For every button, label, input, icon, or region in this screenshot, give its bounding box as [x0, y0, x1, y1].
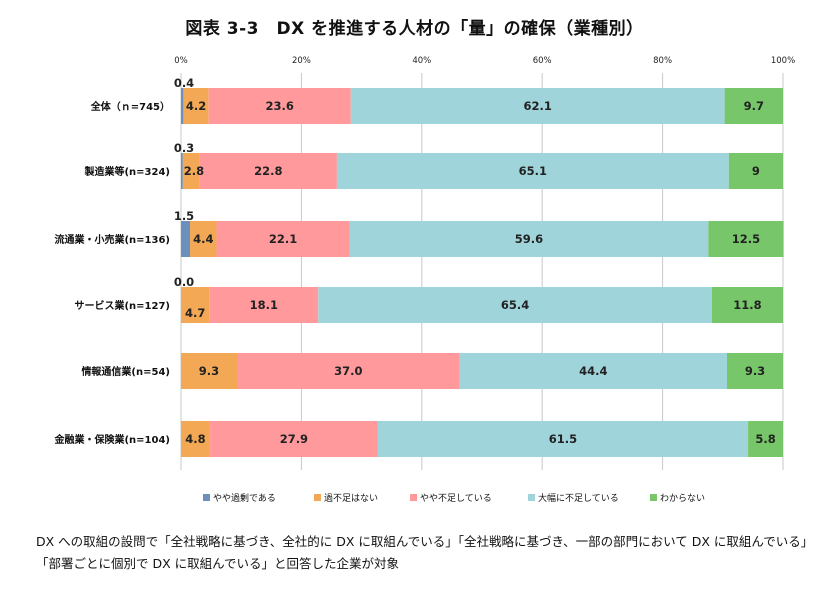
legend-swatch — [314, 494, 321, 501]
category-label: 金融業・保険業(n=104) — [53, 433, 170, 446]
bar-segment — [181, 88, 184, 124]
category-label: サービス業(n=127) — [74, 299, 170, 312]
legend-layer: やや過剰である 過不足はない やや不足している 大幅に不足している わからない — [203, 492, 705, 504]
bars-layer — [181, 88, 784, 457]
data-label: 9.3 — [745, 364, 765, 378]
data-label: 4.4 — [193, 232, 213, 246]
footnote-line-1: DX への取組の設問で「全社戦略に基づき、全社的に DX に取組んでいる」「全社… — [36, 534, 814, 549]
data-label: 1.5 — [174, 209, 194, 223]
legend-swatch — [528, 494, 535, 501]
labels-layer: 全体（ｎ=745） 0.4 4.2 23.6 62.1 9.7 製造業等(n=324) 0.3… — [53, 76, 775, 446]
bar-segment — [349, 221, 709, 257]
data-label: 11.8 — [733, 298, 761, 312]
category-label: 全体（ｎ=745） — [90, 100, 170, 113]
data-label: 65.1 — [519, 164, 547, 178]
data-label: 9 — [752, 164, 760, 178]
bar-segment — [209, 287, 319, 323]
data-label: 44.4 — [579, 364, 607, 378]
data-label: 23.6 — [266, 99, 294, 113]
data-label: 0.3 — [174, 141, 194, 155]
bar-segment — [181, 353, 237, 389]
data-label: 22.1 — [269, 232, 297, 246]
bar-segment — [208, 88, 351, 124]
x-tick-label: 80% — [653, 56, 672, 66]
bar-segment — [318, 287, 712, 323]
bar-segment — [728, 153, 783, 189]
legend-label: 過不足はない — [324, 493, 378, 504]
legend-swatch — [203, 494, 210, 501]
bar-segment — [209, 421, 378, 457]
bar-segment — [182, 153, 200, 189]
bar-segment — [190, 221, 217, 257]
footnote-line-2: 「部署ごとに個別で DX に取組んでいる」と回答した企業が対象 — [36, 556, 400, 571]
legend-label: やや過剰である — [213, 492, 276, 504]
bar-segment — [711, 287, 783, 323]
bar-segment — [727, 353, 783, 389]
data-label: 9.7 — [744, 99, 764, 113]
bar-segment — [708, 221, 784, 257]
legend-swatch — [410, 494, 417, 501]
legend-label: わからない — [660, 493, 705, 504]
bar-segment — [181, 287, 210, 323]
bar-segment — [183, 88, 209, 124]
x-tick-label: 60% — [533, 56, 552, 66]
bar-segment — [181, 153, 183, 189]
bar-segment — [216, 221, 350, 257]
bar-segment — [748, 421, 783, 457]
category-label: 情報通信業(n=54) — [81, 365, 170, 378]
category-label: 流通業・小売業(n=136) — [54, 233, 170, 246]
data-label: 2.8 — [184, 164, 204, 178]
data-label: 37.0 — [334, 364, 362, 378]
bar-segment — [199, 153, 337, 189]
legend-label: やや不足している — [420, 493, 492, 504]
data-label: 59.6 — [515, 232, 543, 246]
bar-segment — [377, 421, 749, 457]
bar-segment — [350, 88, 725, 124]
category-label: 製造業等(n=324) — [83, 165, 170, 178]
data-label: 61.5 — [549, 432, 577, 446]
bar-segment — [236, 353, 460, 389]
data-label: 4.8 — [185, 432, 205, 446]
x-tick-label: 40% — [412, 56, 431, 66]
data-label: 4.2 — [186, 99, 206, 113]
data-label: 27.9 — [280, 432, 308, 446]
bar-segment — [724, 88, 783, 124]
chart-title: 図表 3-3 DX を推進する人材の「量」の確保（業種別） — [185, 19, 644, 39]
x-tick-label: 20% — [292, 56, 311, 66]
data-label: 5.8 — [755, 432, 775, 446]
data-label: 0.0 — [174, 275, 194, 289]
data-label: 22.8 — [254, 164, 282, 178]
bar-segment — [459, 353, 728, 389]
data-label: 65.4 — [501, 298, 529, 312]
legend-swatch — [650, 494, 657, 501]
data-label: 62.1 — [523, 99, 551, 113]
grid-layer: 0% 20% 40% 60% 80% 100% — [174, 56, 795, 470]
x-tick-label: 100% — [771, 56, 795, 66]
data-label: 0.4 — [174, 76, 194, 90]
data-label: 12.5 — [732, 232, 760, 246]
legend-label: 大幅に不足している — [538, 492, 619, 504]
data-label: 9.3 — [199, 364, 219, 378]
bar-segment — [181, 421, 210, 457]
data-label: 18.1 — [250, 298, 278, 312]
data-label: 4.7 — [185, 306, 205, 320]
x-tick-label: 0% — [174, 56, 188, 66]
bar-segment — [336, 153, 729, 189]
bar-segment — [181, 221, 191, 257]
